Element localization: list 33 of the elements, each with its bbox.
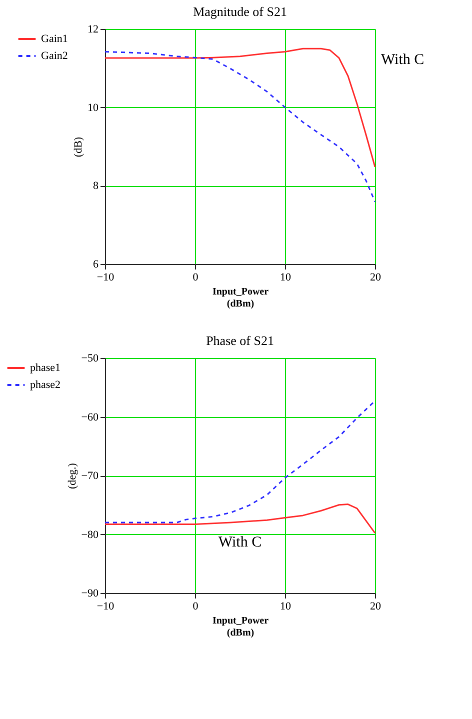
chart-title: Phase of S21	[206, 333, 274, 348]
y-tick-label: 8	[93, 180, 99, 192]
y-axis-title: (dB)	[72, 136, 84, 158]
legend-label: Gain2	[41, 50, 68, 62]
y-tick-label: −70	[81, 470, 99, 482]
y-tick-label: 10	[88, 102, 99, 114]
line-series	[104, 50, 376, 202]
y-tick-label: −50	[81, 352, 99, 364]
y-axis-title: (deg.)	[66, 462, 78, 489]
x-tick-label: 20	[370, 600, 382, 612]
line-series	[104, 504, 376, 534]
x-tick-label: 0	[192, 600, 199, 612]
chart-title: Magnitude of S21	[193, 4, 287, 19]
x-axis-title: Input_Power (dBm)	[212, 616, 270, 638]
x-tick-label: 20	[370, 272, 382, 284]
y-tick-label: −90	[81, 588, 99, 600]
line-series	[104, 400, 376, 524]
legend-label: phase1	[30, 362, 61, 374]
text: With C	[381, 52, 424, 68]
y-tick-label: −60	[81, 411, 99, 424]
y-tick-label: 6	[93, 258, 99, 270]
legend-label: phase2	[30, 379, 61, 391]
x-tick-label: −10	[96, 600, 115, 612]
x-tick-label: 0	[192, 272, 199, 284]
x-tick-label: 10	[280, 600, 292, 612]
y-tick-label: −80	[81, 528, 99, 541]
x-tick-label: −10	[96, 272, 115, 284]
x-axis-title: Input_Power (dBm)	[212, 286, 270, 310]
y-tick-label: 12	[88, 24, 98, 36]
legend-label: Gain1	[41, 33, 68, 45]
line-series	[104, 48, 376, 168]
annotation: With C	[218, 534, 262, 550]
x-tick-label: 10	[280, 272, 292, 284]
